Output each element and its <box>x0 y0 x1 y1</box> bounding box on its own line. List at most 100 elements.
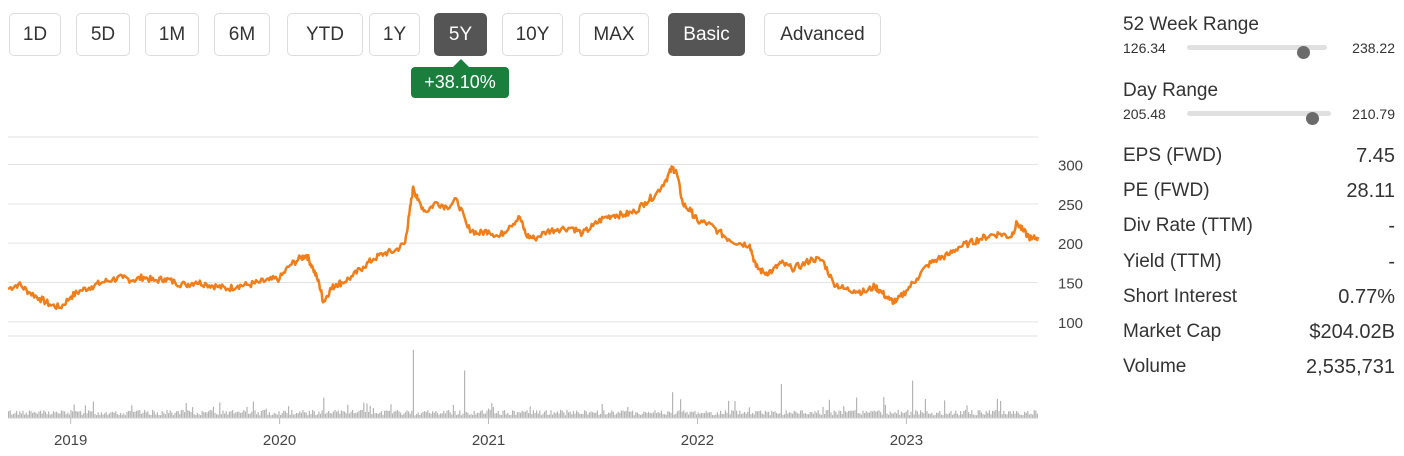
volume-bar <box>995 409 997 418</box>
volume-bar <box>427 410 429 418</box>
volume-bar <box>176 411 178 418</box>
volume-bar <box>291 410 293 418</box>
volume-bar <box>870 410 872 418</box>
volume-bar <box>617 411 619 418</box>
price-chart[interactable]: 100 150 200 250 300 2019 2020 2021 2022 2023 <box>0 120 1100 450</box>
range-button-5d[interactable]: 5D <box>76 13 130 56</box>
volume-bar <box>620 410 622 418</box>
week52-range-label: 52 Week Range <box>1123 14 1259 35</box>
volume-bar <box>875 411 877 418</box>
volume-bar <box>961 414 963 418</box>
volume-bar <box>195 415 197 418</box>
volume-bar <box>256 414 258 418</box>
volume-bar <box>177 411 179 418</box>
volume-bar <box>230 411 232 418</box>
volume-bar <box>644 412 646 418</box>
range-button-ytd[interactable]: YTD <box>287 13 363 56</box>
volume-bar <box>904 412 906 418</box>
volume-bar <box>336 411 338 418</box>
volume-bar <box>513 410 515 418</box>
volume-bar <box>104 413 106 418</box>
volume-bar <box>992 410 994 418</box>
volume-bar <box>763 414 765 418</box>
volume-bar <box>121 414 123 418</box>
range-button-1m[interactable]: 1M <box>145 13 199 56</box>
volume-bar <box>652 412 654 418</box>
volume-bar <box>923 413 925 418</box>
volume-bar <box>977 410 979 418</box>
range-button-max[interactable]: MAX <box>579 13 649 56</box>
volume-bar <box>163 412 165 418</box>
range-button-1y[interactable]: 1Y <box>369 13 420 56</box>
volume-bar <box>113 412 115 418</box>
volume-bar <box>430 413 432 418</box>
volume-bar <box>976 415 978 418</box>
stat-market-cap: Market Cap $204.02B <box>1123 321 1395 345</box>
stat-label: PE (FWD) <box>1123 180 1210 201</box>
volume-bar <box>896 413 898 418</box>
range-button-5y[interactable]: 5Y <box>434 13 487 56</box>
range-button-6m[interactable]: 6M <box>214 13 270 56</box>
volume-bar <box>681 411 683 418</box>
volume-bars <box>8 350 1038 418</box>
volume-bar <box>310 414 312 418</box>
range-button-10y[interactable]: 10Y <box>502 13 563 56</box>
volume-bar <box>73 404 75 418</box>
volume-bar <box>771 410 773 418</box>
volume-bar <box>340 410 342 418</box>
stat-value: 28.11 <box>1346 180 1395 202</box>
volume-bar <box>643 411 645 418</box>
volume-bar <box>374 413 376 418</box>
volume-bar <box>339 413 341 418</box>
mode-button-basic[interactable]: Basic <box>668 13 745 56</box>
volume-bar <box>404 412 406 418</box>
stat-yield: Yield (TTM) - <box>1123 251 1395 275</box>
volume-bar <box>136 410 138 418</box>
volume-bar <box>862 410 864 418</box>
range-button-1d[interactable]: 1D <box>9 13 61 56</box>
volume-bar <box>603 410 605 418</box>
volume-bar <box>326 412 328 418</box>
volume-bar <box>753 414 755 418</box>
day-range-track <box>1187 111 1331 125</box>
volume-bar <box>478 412 480 418</box>
volume-bar <box>524 411 526 418</box>
volume-bar <box>680 399 682 418</box>
volume-bar <box>710 412 712 418</box>
week52-range: 52 Week Range 126.34 238.22 <box>1123 14 1395 59</box>
volume-bar <box>468 414 470 418</box>
volume-bar <box>640 414 642 418</box>
volume-bar <box>297 413 299 418</box>
stat-label: Short Interest <box>1123 286 1238 307</box>
volume-bar <box>238 411 240 418</box>
volume-bar <box>632 410 634 418</box>
volume-bar <box>438 414 440 418</box>
volume-bar <box>396 410 398 418</box>
volume-bar <box>1006 414 1008 418</box>
volume-bar <box>702 413 704 418</box>
volume-bar <box>952 414 954 418</box>
volume-bar <box>345 413 347 418</box>
volume-bar <box>1008 411 1010 418</box>
volume-bar <box>324 413 326 418</box>
volume-bar <box>128 410 130 418</box>
volume-bar <box>480 411 482 418</box>
volume-bar <box>790 412 792 418</box>
volume-bar <box>419 415 421 418</box>
volume-bar <box>390 404 392 418</box>
volume-bar <box>211 410 213 418</box>
volume-bar <box>350 411 352 418</box>
volume-bar <box>585 411 587 418</box>
mode-button-advanced[interactable]: Advanced <box>764 13 881 56</box>
volume-bar <box>217 414 219 418</box>
volume-bar <box>19 411 21 418</box>
volume-bar <box>590 411 592 418</box>
volume-bar <box>670 412 672 418</box>
volume-bar <box>867 412 869 418</box>
volume-bar <box>1036 413 1038 418</box>
volume-bar <box>756 411 758 418</box>
volume-bar <box>403 413 405 418</box>
volume-bar <box>816 412 818 418</box>
volume-bar <box>720 410 722 418</box>
volume-bar <box>833 410 835 418</box>
